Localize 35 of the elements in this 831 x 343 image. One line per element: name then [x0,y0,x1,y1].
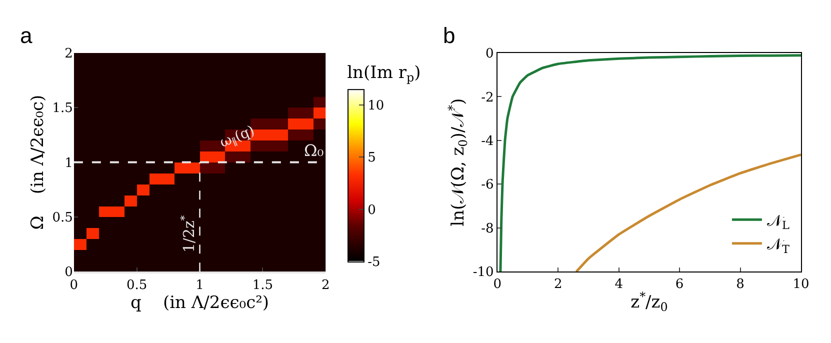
color-bar-label: 5 [368,150,376,166]
line-series [499,54,802,272]
x-tick-label: 4 [614,277,623,292]
x-tick-label: 10 [792,277,810,292]
ref-line-label: Ω₀ [304,141,324,160]
color-bar-label: -5 [368,255,380,270]
x-tick-label: 1 [196,278,204,294]
y-tick-label: -10 [472,265,494,280]
x-tick-label: 2 [321,278,330,294]
y-tick-label: 0 [486,46,494,62]
y-tick-label: -8 [481,221,494,236]
x-tick-label: 2 [554,277,562,292]
x-axis-title: z$^{*}$/z$_{0}$ [630,290,668,314]
chart-title: a [20,23,33,48]
x-axis-title: q (in Λ/2ϵϵ₀c²) [130,293,270,314]
legend-label: 𝒩$_{L}$ [766,210,790,232]
x-tick-label: 6 [675,277,684,292]
y-axis-title: Ω (in Λ/2ϵϵ₀c) [28,94,48,230]
chart-title: b [443,23,456,48]
y-tick-label: 1.5 [52,101,73,116]
color-bar-label: 0 [368,202,376,218]
x-tick-label: 0.5 [126,278,148,294]
y-tick-label: 0.5 [52,210,73,226]
y-tick-label: 2 [64,46,73,62]
color-bar-title: ln(Im r$_{p}$) [347,62,421,84]
color-bar-label: 10 [368,98,384,114]
y-tick-label: -4 [481,134,494,149]
legend-label: 𝒩$_{T}$ [766,234,790,256]
y-tick-label: -2 [481,90,494,106]
x-tick-label: 1.5 [252,278,274,294]
y-tick-label: 0 [64,265,73,280]
x-tick-label: 8 [736,277,744,292]
y-tick-label: 1 [64,156,73,171]
line-series [575,153,802,272]
y-tick-label: -6 [481,178,494,193]
